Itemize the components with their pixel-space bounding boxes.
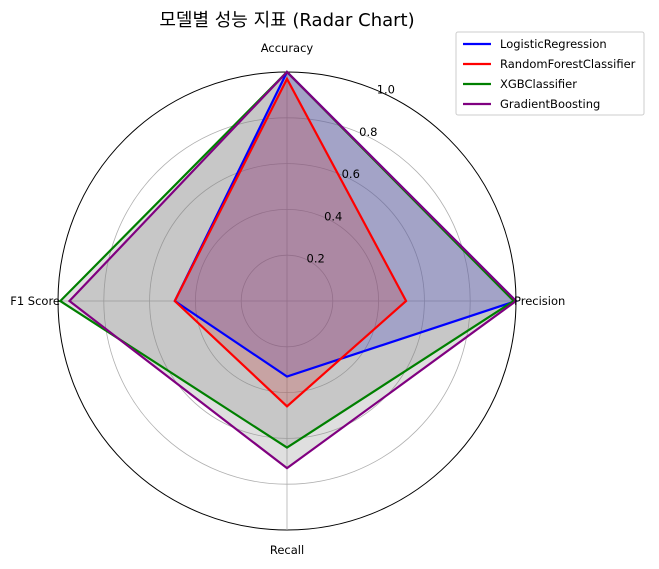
series-fill-0 xyxy=(174,72,517,377)
radial-tick-label: 0.6 xyxy=(342,167,360,181)
axis-label: Recall xyxy=(270,543,304,557)
series-fill-2 xyxy=(60,72,514,448)
series-fill-3 xyxy=(69,72,516,469)
axis-labels: Accuracy Precision Recall F1 Score xyxy=(10,41,565,557)
chart-title: 모델별 성능 지표 (Radar Chart) xyxy=(159,10,414,31)
series-fill-1 xyxy=(174,78,407,407)
series-fills xyxy=(60,72,517,469)
series-line-1 xyxy=(173,76,408,408)
radial-tick-label: 0.4 xyxy=(324,209,342,223)
legend-label: LogisticRegression xyxy=(500,37,607,51)
series-line-3 xyxy=(67,70,518,470)
legend-box xyxy=(455,31,645,116)
radial-tick-label: 0.2 xyxy=(307,252,325,266)
series-lines xyxy=(58,70,519,470)
legend-label: RandomForestClassifier xyxy=(500,57,636,71)
axis-label: F1 Score xyxy=(10,294,60,308)
radial-tick-labels: 0.2 0.4 0.6 0.8 1.0 xyxy=(307,82,395,265)
axis-label: Precision xyxy=(514,294,565,308)
legend: LogisticRegression RandomForestClassifier… xyxy=(455,31,645,116)
legend-label: XGBClassifier xyxy=(500,77,577,91)
legend-label: GradientBoosting xyxy=(500,97,600,111)
radial-tick-label: 0.8 xyxy=(359,125,377,139)
radial-tick-label: 1.0 xyxy=(377,82,395,96)
axis-label: Accuracy xyxy=(261,41,314,55)
